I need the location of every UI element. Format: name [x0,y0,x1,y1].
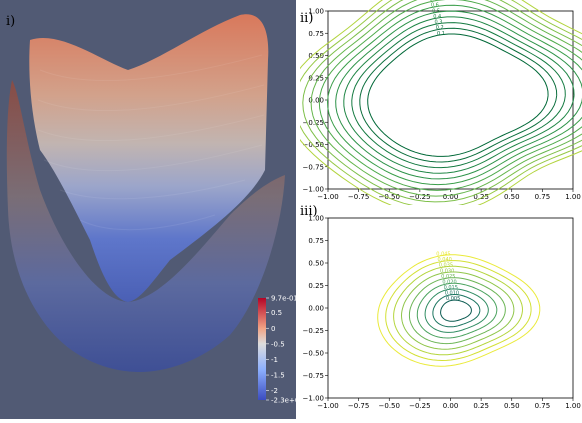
x-tick-label: −0.50 [379,193,400,201]
contour-level-label: 0.025 [441,274,455,280]
x-tick-label: 0.75 [535,193,551,201]
colorbar-tick-label: 0.5 [271,309,282,317]
y-tick-label: −1.00 [303,186,324,194]
surface-panel: i) 9.7e-01 0.5 0 -0.5 -1 -1.5 -2 -2.3e+00 [0,0,296,419]
y-tick-label: 0.50 [308,52,324,60]
x-tick-label: 0.50 [504,193,520,201]
x-tick-label: −0.75 [348,193,369,201]
contour-level-label: 0.005 [446,296,460,302]
y-tick-label: −0.25 [303,327,324,335]
contour-level-label: 0.030 [440,268,454,274]
x-tick-label: −0.25 [409,193,430,201]
y-tick-label: 0.75 [308,30,324,38]
colorbar [258,298,266,400]
contour-level-label: 0.020 [442,280,456,286]
contour-level-label: 0.6 [431,3,439,9]
y-tick-label: 1.00 [308,215,324,223]
x-tick-label: −0.25 [409,402,430,410]
colorbar-tick-label: -1 [271,356,278,364]
contour-iii-canvas: iii) −1.001.00−0.750.75−0.500.50−0.250.2… [300,205,582,419]
x-tick-label: 0.75 [535,402,551,410]
plot-area [328,11,573,189]
contour-level-label: 0.035 [439,263,453,269]
y-tick-label: −0.50 [303,350,324,358]
contour-level-label: 0.2 [436,25,444,31]
x-tick-label: 0.00 [443,402,459,410]
x-tick-label: 0.25 [473,402,489,410]
y-tick-label: 0.00 [308,305,324,313]
x-tick-label: −0.50 [379,402,400,410]
colorbar-tick-label: -0.5 [271,340,285,348]
x-tick-label: 0.50 [504,402,520,410]
y-tick-label: 0.50 [308,260,324,268]
y-tick-label: −0.75 [303,372,324,380]
contour-level-label: 0.010 [445,291,459,297]
surface-canvas: i) 9.7e-01 0.5 0 -0.5 -1 -1.5 -2 -2.3e+00 [0,0,296,419]
contour-ii-canvas: ii) −1.001.00−0.750.75−0.500.50−0.250.25… [300,0,582,205]
contour-level-label: 0.045 [436,251,450,257]
x-tick-label: −1.00 [317,402,338,410]
contour-level-label: 0.5 [432,8,440,14]
panel-i-label: i) [6,14,15,29]
y-tick-label: 0.25 [308,282,324,290]
contour-level-label: 0.1 [437,31,445,37]
contour-level-label: 0.4 [433,14,441,20]
contour-level-label: 0.3 [435,20,443,26]
colorbar-tick-label: -1.5 [271,372,285,380]
x-tick-label: −1.00 [317,193,338,201]
colorbar-tick-label: -2.3e+00 [271,397,296,405]
x-tick-label: 1.00 [565,193,581,201]
colorbar-tick-label: -2 [271,387,278,395]
y-tick-label: 0.75 [308,237,324,245]
y-tick-label: −1.00 [303,395,324,403]
plot-area [328,218,573,398]
y-tick-label: −0.75 [303,163,324,171]
contour-level-label: 0.040 [438,257,452,263]
y-tick-label: 1.00 [308,8,324,16]
contour-level-label: 0.7 [430,0,438,3]
colorbar-tick-label: 0 [271,325,275,333]
x-tick-label: 1.00 [565,402,581,410]
contour-level-label: 0.015 [444,285,458,291]
colorbar-tick-label: 9.7e-01 [271,295,296,303]
x-tick-label: −0.75 [348,402,369,410]
